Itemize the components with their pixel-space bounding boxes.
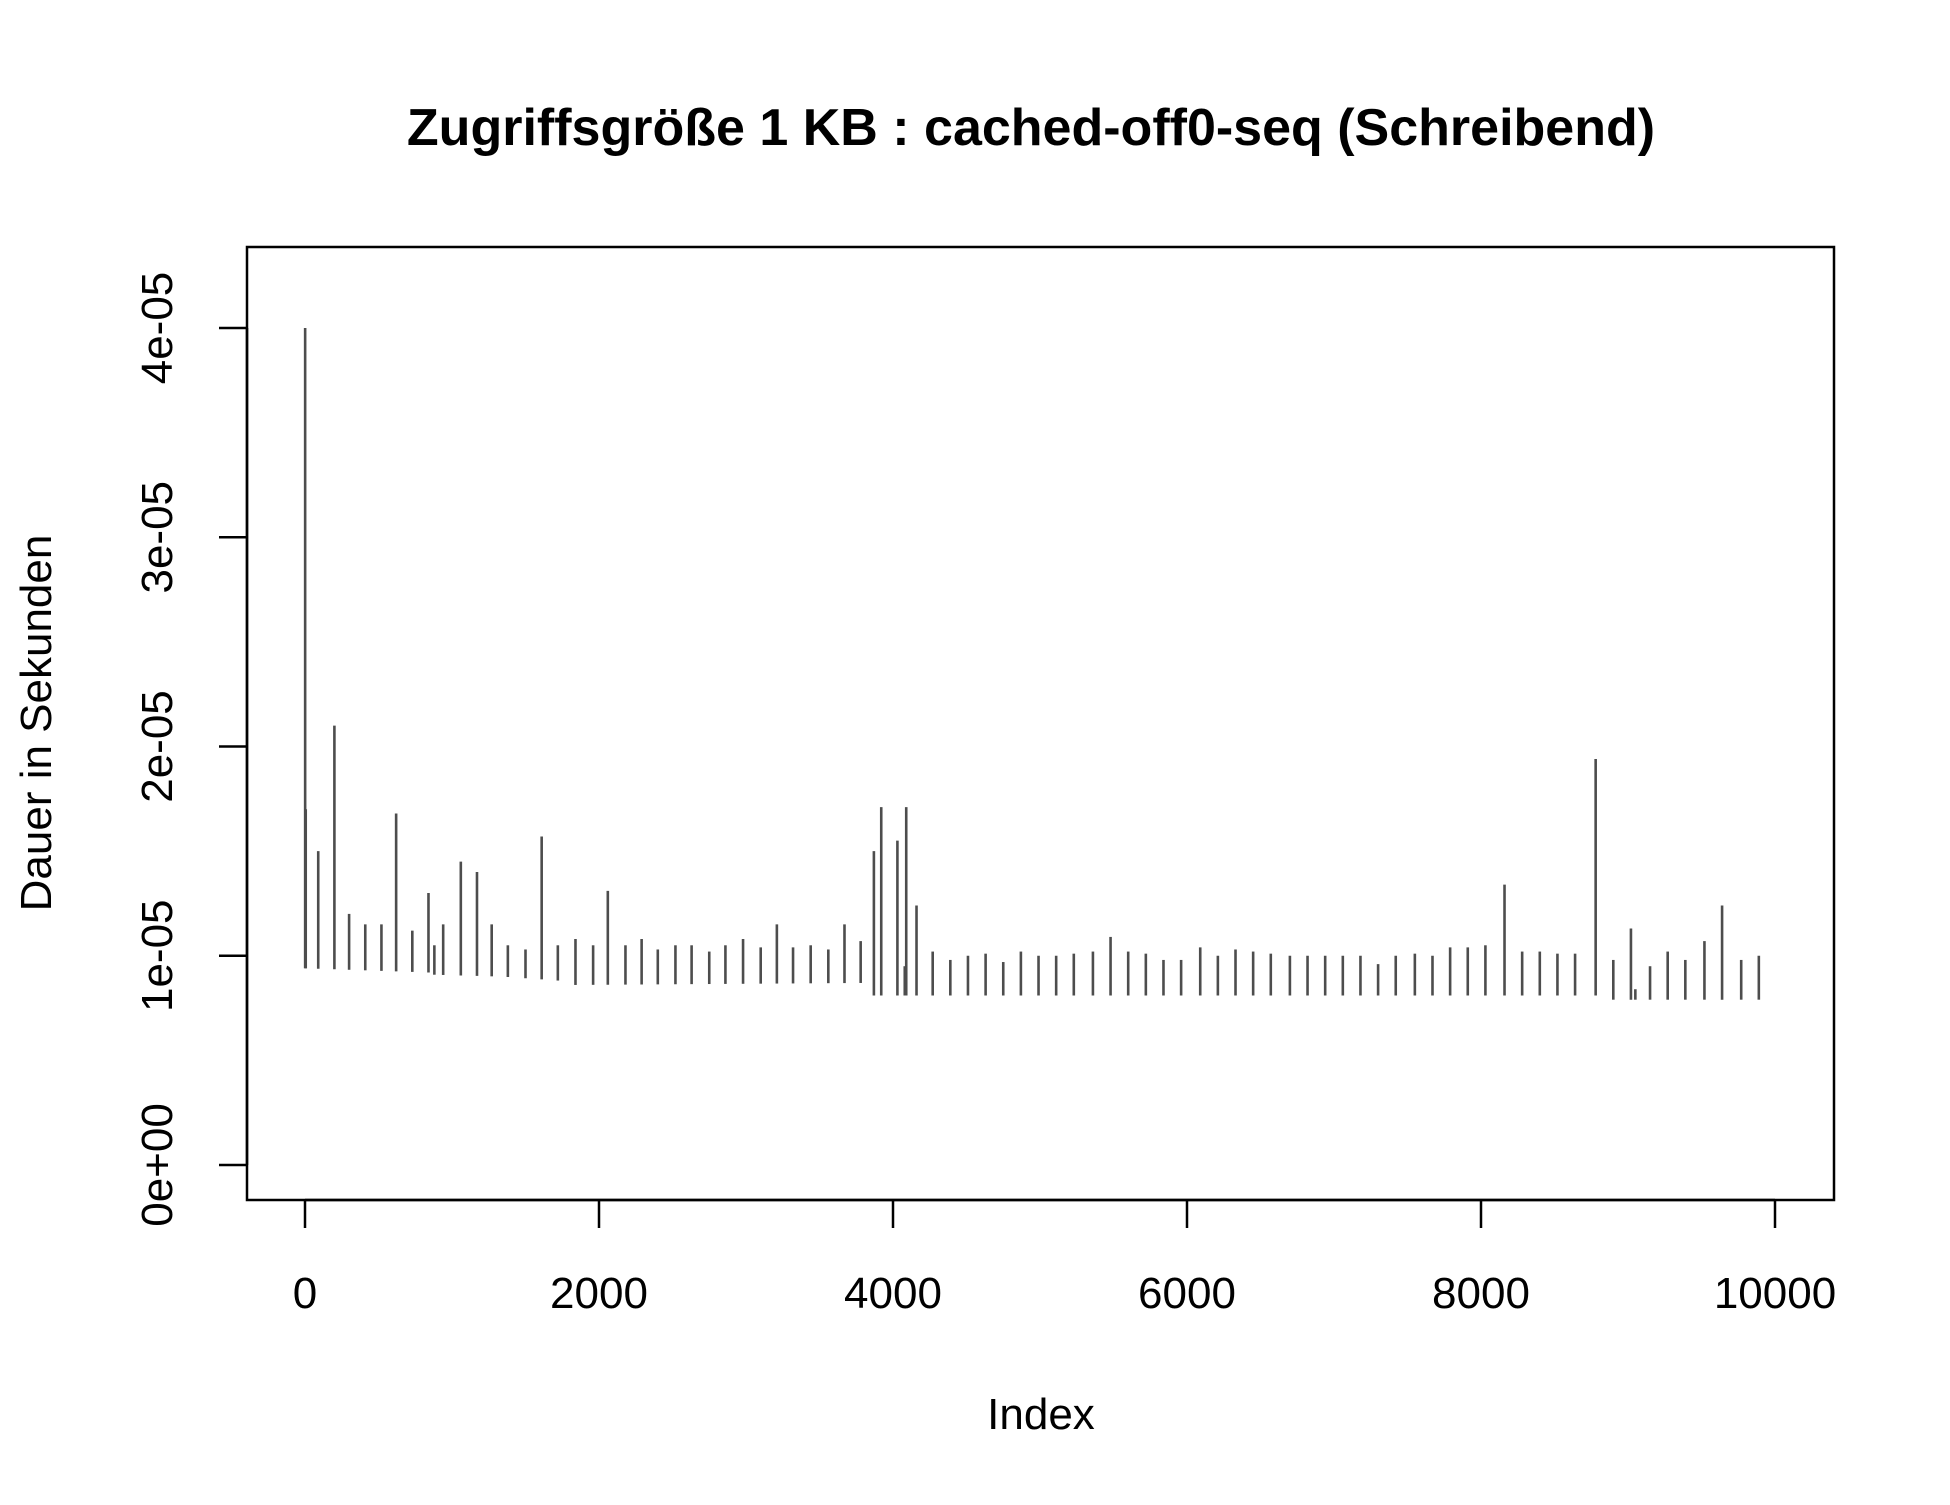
x-tick-label: 10000 bbox=[1714, 1269, 1836, 1318]
series-layer bbox=[305, 328, 1761, 1000]
x-axis-label: Index bbox=[987, 1390, 1095, 1439]
x-tick-label: 4000 bbox=[844, 1269, 942, 1318]
y-tick-label: 2e-05 bbox=[133, 690, 182, 803]
chart-title: Zugriffsgröße 1 KB : cached-off0-seq (Sc… bbox=[407, 99, 1655, 157]
y-axis-label: Dauer in Sekunden bbox=[12, 535, 61, 912]
x-tick-label: 2000 bbox=[550, 1269, 648, 1318]
y-tick-label: 3e-05 bbox=[133, 481, 182, 594]
x-tick-label: 0 bbox=[293, 1269, 317, 1318]
x-axis: 0 2000 4000 6000 8000 10000 bbox=[293, 1198, 1836, 1318]
y-axis: 0e+00 1e-05 2e-05 3e-05 4e-05 bbox=[133, 272, 249, 1227]
y-tick-label: 0e+00 bbox=[133, 1103, 182, 1227]
y-tick-label: 4e-05 bbox=[133, 272, 182, 385]
y-tick-label: 1e-05 bbox=[133, 899, 182, 1012]
x-tick-label: 6000 bbox=[1138, 1269, 1236, 1318]
x-tick-label: 8000 bbox=[1432, 1269, 1530, 1318]
